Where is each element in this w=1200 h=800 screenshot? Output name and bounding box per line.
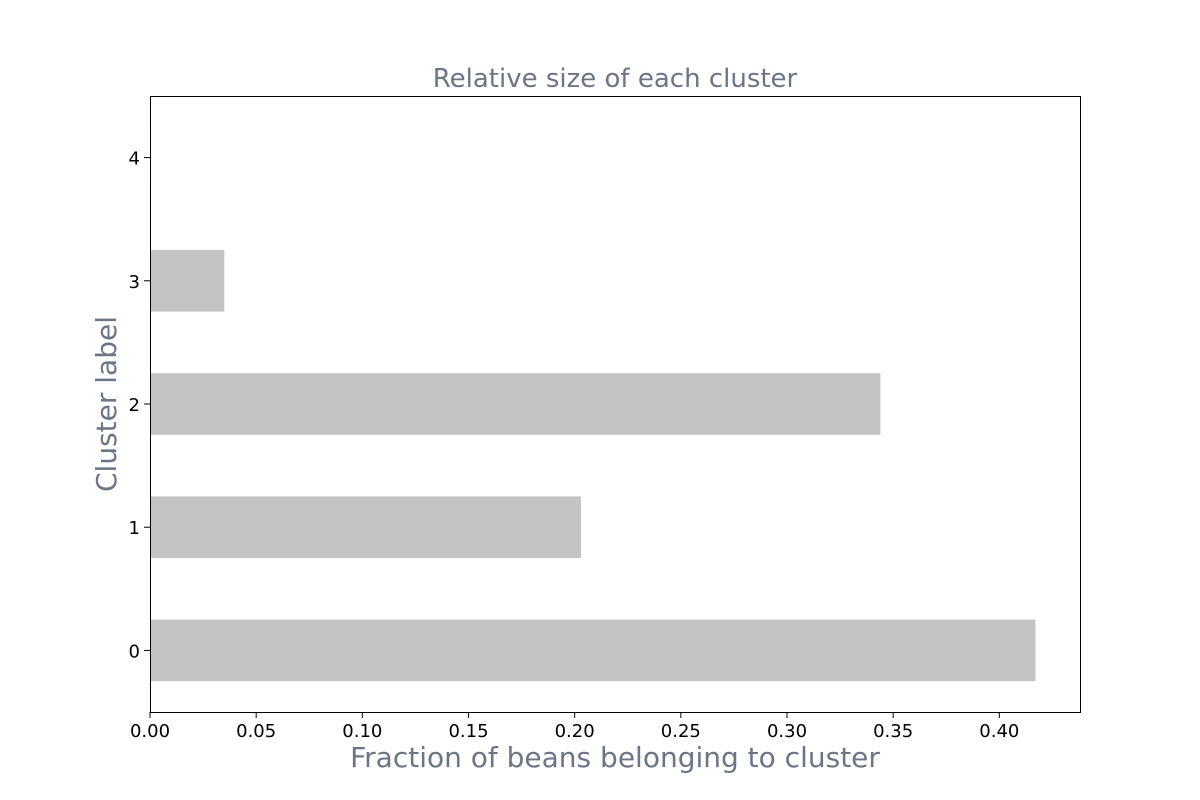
y-tick-label: 2	[129, 395, 140, 416]
x-tick-label: 0.40	[979, 721, 1019, 742]
y-axis: 0 1 2 3 4	[129, 149, 150, 662]
y-tick-label: 0	[129, 641, 140, 662]
bar-cluster-1	[150, 496, 582, 558]
plot-frame	[150, 96, 1081, 713]
x-axis-label: Fraction of beans belonging to cluster	[350, 741, 880, 774]
x-tick-label: 0.05	[236, 721, 276, 742]
x-axis: 0.00 0.05 0.10 0.15 0.20 0.25 0.30 0.35 0.40	[130, 712, 1019, 742]
y-axis-label: Cluster label	[90, 316, 123, 492]
x-tick-label: 0.30	[767, 721, 807, 742]
x-tick-label: 0.20	[555, 721, 595, 742]
bar-cluster-3	[150, 250, 225, 312]
x-tick-label: 0.00	[130, 721, 170, 742]
y-tick-label: 3	[129, 272, 140, 293]
y-tick-label: 1	[129, 518, 140, 539]
x-tick-label: 0.10	[342, 721, 382, 742]
bar-cluster-2	[150, 373, 881, 435]
bar-cluster-0	[150, 619, 1036, 682]
bars-group	[150, 126, 1036, 682]
chart-title: Relative size of each cluster	[433, 64, 798, 94]
x-tick-label: 0.15	[448, 721, 488, 742]
x-tick-label: 0.35	[873, 721, 913, 742]
y-tick-label: 4	[129, 149, 140, 170]
x-tick-label: 0.25	[661, 721, 701, 742]
